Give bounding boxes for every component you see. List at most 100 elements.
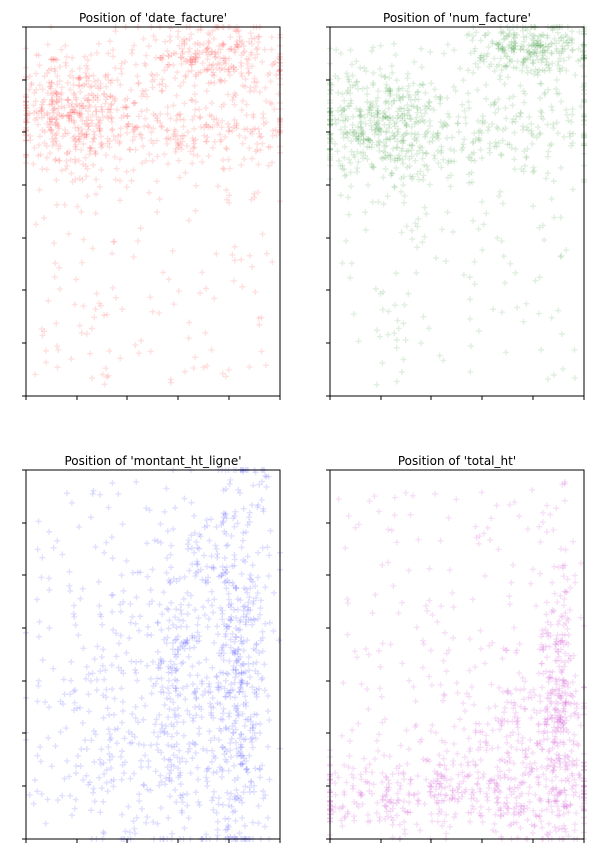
scatter-point [67,109,74,116]
scatter-point [534,40,541,47]
scatter-point [227,476,234,483]
scatter-point [360,131,367,138]
scatter-point [432,490,439,497]
scatter-point [85,97,92,104]
scatter-point [508,45,515,52]
scatter-point [366,761,373,768]
scatter-point [513,113,520,120]
scatter-point [357,111,364,118]
scatter-point [85,123,92,130]
scatter-point [218,774,225,781]
scatter-point [484,794,491,801]
scatter-point [478,489,485,496]
scatter-point [416,147,423,154]
scatter-point [377,128,384,135]
scatter-point [352,524,359,531]
scatter-point [500,127,506,134]
scatter-point [103,83,110,90]
scatter-point [50,56,57,63]
scatter-point [187,770,194,777]
scatter-point [488,515,495,522]
scatter-point [508,776,515,783]
scatter-point [399,133,406,140]
scatter-point [477,54,484,61]
scatter-point [530,686,537,693]
chart-title: Position of 'montant_ht_ligne' [64,454,241,468]
scatter-point [70,81,77,88]
scatter-point [479,113,486,120]
scatter-point [204,623,211,630]
scatter-point [49,142,56,149]
scatter-point [368,126,375,133]
scatter-point [134,677,141,684]
scatter-point [495,193,502,200]
scatter-point [49,135,56,142]
scatter-point [327,130,334,137]
scatter-point [109,250,116,257]
scatter-point [231,47,238,54]
scatter-point [142,819,149,826]
scatter-point [185,815,192,822]
scatter-point [41,140,48,147]
scatter-point [219,117,226,124]
scatter-point [548,314,555,321]
scatter-point [536,131,543,138]
scatter-point [446,114,453,121]
scatter-point [157,119,164,126]
scatter-point [566,130,573,137]
scatter-point [142,62,149,69]
scatter-point [273,71,280,78]
scatter-point [101,676,108,683]
scatter-point [132,703,139,710]
scatter-point [181,41,188,48]
scatter-point [398,138,405,145]
scatter-point [480,52,487,59]
scatter-point [544,502,551,509]
scatter-point [250,114,257,121]
scatter-point [411,130,418,137]
scatter-point [382,113,389,120]
scatter-point [407,115,414,122]
scatter-point [83,173,90,180]
scatter-point [90,128,97,135]
scatter-point [166,61,173,68]
scatter-point [119,748,126,755]
scatter-point [515,731,522,738]
scatter-point [343,89,350,96]
scatter-point [501,35,508,42]
scatter-point [495,42,502,49]
scatter-point [165,625,172,632]
scatter-point [58,112,65,119]
scatter-point [554,62,561,69]
scatter-point [83,131,90,138]
scatter-point [516,670,523,677]
scatter-point [408,116,415,123]
scatter-point [201,132,208,139]
scatter-point [233,120,240,127]
scatter-point [71,602,78,609]
scatter-point [136,131,143,138]
scatter-point [90,161,97,168]
scatter-point [50,138,57,145]
scatter-point [192,71,199,78]
scatter-point [129,123,136,130]
scatter-point [213,250,220,257]
scatter-point [161,701,168,708]
scatter-point [91,135,98,142]
scatter-point [451,47,458,54]
scatter-point [437,100,444,107]
scatter-point [35,633,42,640]
scatter-point [108,534,115,541]
scatter-point [358,118,365,125]
scatter-point [512,686,519,693]
scatter-point [52,88,59,95]
scatter-point [357,106,364,113]
scatter-point [444,159,451,166]
scatter-point [374,94,381,101]
scatter-point [492,703,499,710]
scatter-point [535,722,542,729]
scatter-point [217,55,224,62]
scatter-point [536,67,543,74]
scatter-point [205,152,212,159]
scatter-point [499,44,506,51]
